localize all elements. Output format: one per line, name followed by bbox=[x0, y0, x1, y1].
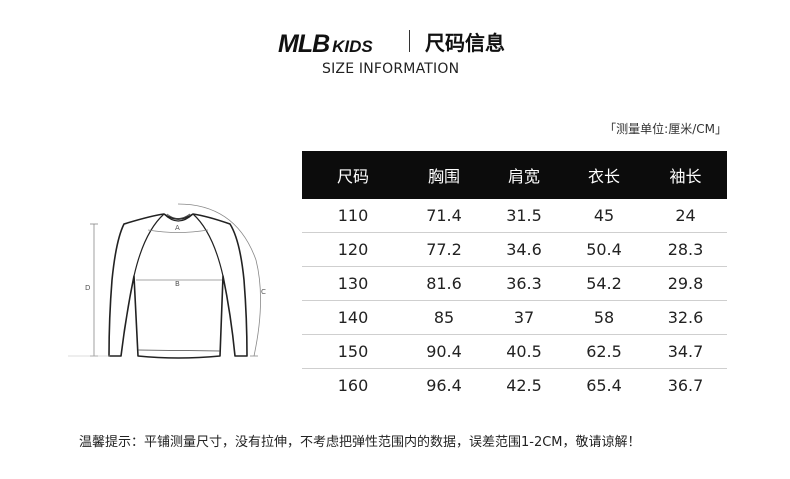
unit-note: 「测量单位:厘米/CM」 bbox=[604, 122, 727, 136]
table-cell: 96.4 bbox=[426, 376, 462, 395]
table-cell: 62.5 bbox=[564, 334, 644, 369]
label-b: B bbox=[175, 280, 180, 288]
table-cell: 90.4 bbox=[404, 334, 484, 369]
table-cell: 36.3 bbox=[484, 266, 564, 301]
table-cell: 37 bbox=[484, 300, 564, 335]
table-cell: 45 bbox=[564, 199, 644, 233]
page-title: 尺码信息 bbox=[425, 31, 505, 55]
table-cell: 42.5 bbox=[506, 376, 542, 395]
header-divider bbox=[409, 30, 410, 52]
table-row: 120 77.2 34.6 50.4 28.3 bbox=[302, 232, 727, 267]
table-cell: 58 bbox=[564, 300, 644, 335]
brand-main: MLB bbox=[278, 30, 330, 58]
table-cell: 29.8 bbox=[644, 266, 727, 301]
table-row: 110 71.4 31.5 45 24 bbox=[302, 199, 727, 233]
table-cell: 120 bbox=[302, 232, 404, 267]
header-size: 尺码 bbox=[302, 151, 404, 199]
size-table: 尺码 胸围 肩宽 衣长 袖长 110 71.4 31.5 45 24 120 7… bbox=[302, 151, 727, 402]
measure-line-a bbox=[147, 229, 209, 233]
table-cell: 34.7 bbox=[644, 334, 727, 369]
table-cell: 110 bbox=[302, 199, 404, 233]
table-cell: 65.4 bbox=[586, 376, 622, 395]
table-cell: 28.3 bbox=[644, 232, 727, 267]
label-c: C bbox=[261, 288, 266, 296]
raglan-seam-right bbox=[192, 213, 224, 277]
table-row: 150 90.4 40.5 62.5 34.7 bbox=[302, 334, 727, 369]
table-row: 160 96.4 42.5 65.4 36.7 bbox=[302, 369, 727, 403]
table-cell: 81.6 bbox=[404, 266, 484, 301]
brand-sub: KIDS bbox=[332, 37, 373, 56]
table-cell: 50.4 bbox=[564, 232, 644, 267]
table-cell: 150 bbox=[302, 334, 404, 369]
garment-diagram: A B C D bbox=[68, 203, 266, 359]
table-cell: 40.5 bbox=[484, 334, 564, 369]
collar bbox=[163, 213, 194, 222]
hem-line bbox=[137, 349, 221, 352]
table-header-row: 尺码 胸围 肩宽 衣长 袖长 bbox=[302, 151, 727, 199]
table-row: 130 81.6 36.3 54.2 29.8 bbox=[302, 266, 727, 301]
table-cell: 85 bbox=[404, 300, 484, 335]
collar-inner bbox=[166, 213, 191, 219]
label-d: D bbox=[85, 284, 90, 292]
header-chest: 胸围 bbox=[404, 151, 484, 199]
page-subtitle: SIZE INFORMATION bbox=[322, 61, 460, 77]
label-a: A bbox=[175, 224, 180, 232]
header-length: 衣长 bbox=[564, 151, 644, 199]
brand-logo: MLB KIDS bbox=[278, 30, 373, 59]
table-cell: 54.2 bbox=[564, 266, 644, 301]
table-cell: 34.6 bbox=[484, 232, 564, 267]
table-cell: 36.7 bbox=[667, 376, 704, 395]
table-cell: 24 bbox=[644, 199, 727, 233]
raglan-seam-left bbox=[133, 213, 165, 277]
table-row: 140 85 37 58 32.6 bbox=[302, 300, 727, 335]
table-cell: 71.4 bbox=[404, 199, 484, 233]
footnote: 温馨提示：平铺测量尺寸，没有拉伸，不考虑把弹性范围内的数据，误差范围1-2CM，… bbox=[79, 435, 641, 450]
header-shoulder: 肩宽 bbox=[484, 151, 564, 199]
table-cell: 130 bbox=[302, 266, 404, 301]
table-cell: 31.5 bbox=[484, 199, 564, 233]
measure-line-c bbox=[177, 203, 261, 357]
table-cell: 32.6 bbox=[644, 300, 727, 335]
header-sleeve: 袖长 bbox=[644, 151, 727, 199]
header: MLB KIDS 尺码信息 SIZE INFORMATION bbox=[0, 24, 790, 84]
table-cell: 140 bbox=[302, 300, 404, 335]
table-cell: 77.2 bbox=[404, 232, 484, 267]
table-cell: 160 bbox=[337, 376, 369, 395]
